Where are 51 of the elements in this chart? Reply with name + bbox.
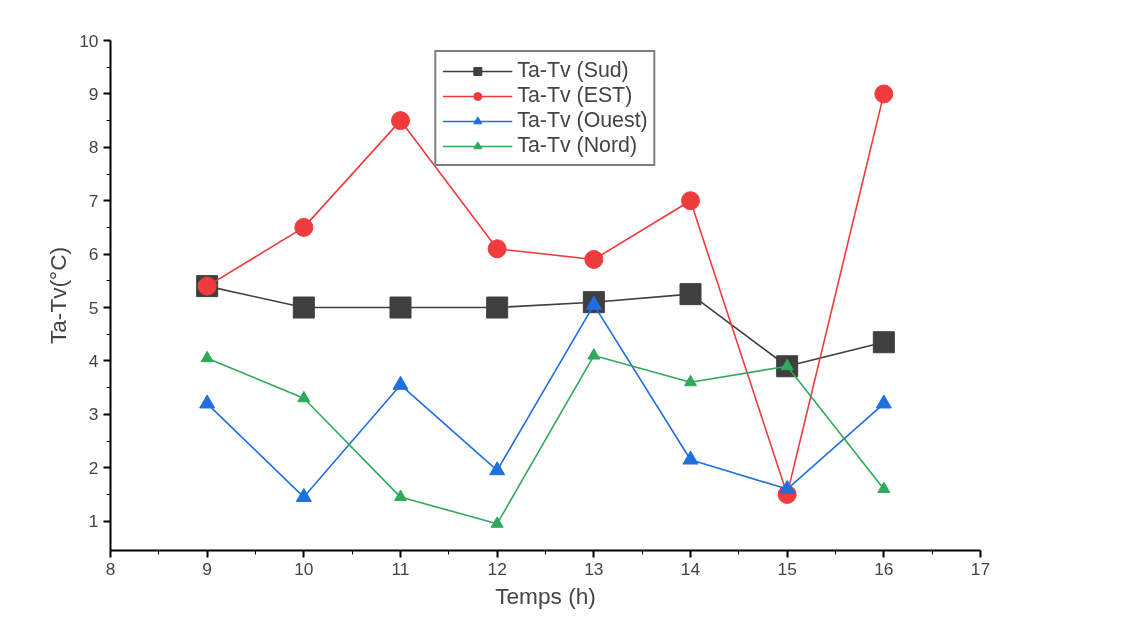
- point: [682, 450, 699, 465]
- y-tick-label: 8: [88, 137, 99, 158]
- legend-label: Ta-Tv (EST): [517, 83, 633, 108]
- y-tick-label: 7: [88, 190, 99, 211]
- point: [587, 348, 601, 360]
- legend-label: Ta-Tv (Sud): [517, 58, 629, 83]
- point: [297, 390, 311, 403]
- point: [874, 84, 894, 104]
- x-tick-label: 17: [970, 558, 991, 579]
- legend-label: Ta-Tv (Nord): [517, 133, 638, 158]
- point: [489, 461, 506, 476]
- point: [779, 479, 796, 494]
- point: [389, 296, 412, 319]
- x-tick-label: 16: [874, 558, 894, 579]
- x-tick-label: 15: [777, 558, 797, 579]
- point: [877, 481, 891, 494]
- point: [490, 516, 504, 528]
- point: [394, 489, 407, 502]
- x-tick-label: 10: [294, 558, 314, 579]
- x-tick-label: 14: [680, 558, 701, 579]
- y-tick-label: 5: [88, 297, 99, 318]
- point: [875, 394, 892, 409]
- x-tick-label: 8: [105, 558, 116, 579]
- point: [294, 217, 314, 237]
- point: [292, 296, 315, 319]
- point: [872, 331, 895, 354]
- y-tick-label: 3: [88, 404, 99, 425]
- point: [391, 111, 410, 131]
- point: [392, 375, 409, 390]
- y-tick-label: 4: [88, 350, 99, 371]
- y-tick-label: 6: [88, 244, 99, 265]
- legend-label: Ta-Tv (Ouest): [517, 108, 648, 133]
- y-tick-label: 10: [79, 30, 99, 51]
- x-tick-label: 13: [584, 558, 604, 579]
- x-axis-title: Temps (h): [495, 582, 596, 609]
- point: [200, 350, 214, 363]
- point: [295, 487, 312, 502]
- x-tick-label: 9: [202, 558, 212, 579]
- point: [486, 296, 509, 319]
- point: [681, 191, 700, 211]
- x-tick-label: 12: [487, 558, 507, 579]
- point: [684, 374, 697, 387]
- point: [487, 239, 507, 259]
- point: [199, 394, 216, 409]
- y-tick-label: 9: [88, 83, 99, 104]
- point: [584, 249, 604, 269]
- y-tick-label: 2: [88, 457, 99, 478]
- y-axis-title: Ta-Tv(°C): [45, 246, 72, 345]
- y-tick-label: 1: [88, 511, 99, 532]
- x-tick-label: 11: [391, 558, 410, 579]
- point: [679, 283, 702, 306]
